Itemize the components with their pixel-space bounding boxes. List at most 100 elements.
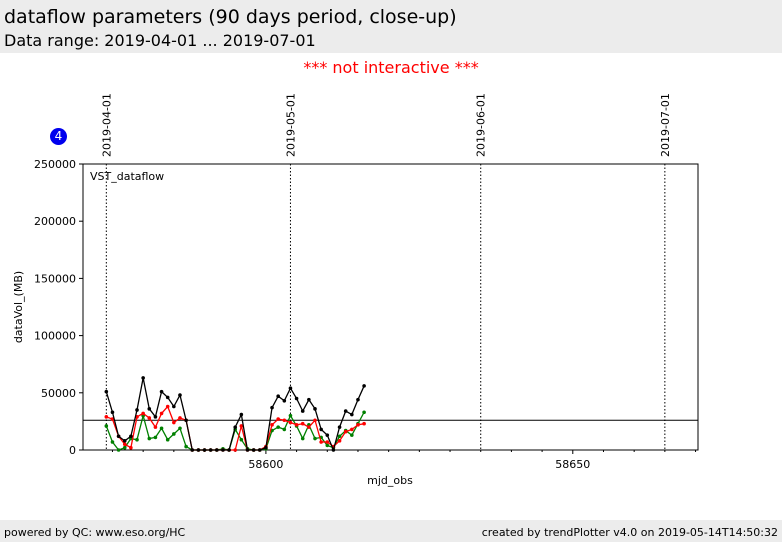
series-point <box>178 426 182 431</box>
series-point <box>276 394 280 399</box>
series-point <box>178 393 182 397</box>
series-point <box>325 443 330 448</box>
series-point <box>325 433 330 437</box>
y-tick-label: 200000 <box>34 215 76 228</box>
series-point <box>159 411 164 416</box>
series-point <box>245 448 250 452</box>
footer-powered-by: powered by QC: www.eso.org/HC <box>4 526 186 539</box>
series-point <box>239 412 244 417</box>
y-tick-label: 100000 <box>34 330 76 343</box>
series-point <box>135 437 139 442</box>
series-point <box>356 423 360 427</box>
series-point <box>294 396 299 401</box>
page-subtitle: Data range: 2019-04-01 ... 2019-07-01 <box>4 31 316 50</box>
plot-frame <box>82 163 699 451</box>
plot-area <box>82 163 699 451</box>
series-point <box>110 410 115 415</box>
y-tick-label: 250000 <box>34 158 76 171</box>
y-axis-label: dataVol_(MB) <box>12 271 25 343</box>
series-point <box>196 448 201 452</box>
y-tick-label: 0 <box>69 444 76 457</box>
series-point <box>337 434 342 439</box>
series-point <box>227 448 231 452</box>
series-point <box>165 395 170 400</box>
series-point <box>178 416 182 420</box>
series-point <box>288 413 293 418</box>
series-point <box>141 411 145 416</box>
x-axis-label: mjd_obs <box>367 474 413 487</box>
x-axis: 58600 58650 <box>111 450 697 471</box>
series-point <box>104 415 109 419</box>
series-point <box>202 448 207 452</box>
series-point <box>264 445 268 450</box>
y-axis: 0 50000 100000 150000 200000 250000 <box>34 158 83 457</box>
series-point <box>190 448 195 452</box>
series-point <box>153 415 158 419</box>
series-point <box>350 433 354 437</box>
series-point <box>141 376 145 380</box>
series-point <box>337 439 342 443</box>
series-point <box>276 425 280 429</box>
date-marker-label: 2019-05-01 <box>284 93 297 157</box>
series-point <box>362 421 366 426</box>
series-point <box>307 425 311 429</box>
series-point <box>282 399 287 403</box>
series-point <box>343 409 348 413</box>
series-point <box>319 440 323 444</box>
series-point <box>350 427 354 432</box>
series-point <box>331 448 336 452</box>
series-point <box>356 397 360 402</box>
series-point <box>129 434 133 439</box>
x-tick-label: 58600 <box>248 458 283 471</box>
series-point <box>282 427 287 432</box>
series-point <box>153 435 158 440</box>
series-point <box>122 445 127 450</box>
series-point <box>294 423 299 427</box>
series-point <box>257 448 262 452</box>
series-point <box>165 437 170 442</box>
y-tick-label: 50000 <box>41 387 76 400</box>
series-point <box>104 389 109 394</box>
footer-created-by: created by trendPlotter v4.0 on 2019-05-… <box>481 526 778 539</box>
series-point <box>147 436 152 441</box>
date-marker-label: 2019-06-01 <box>475 93 488 157</box>
series-point <box>172 404 176 409</box>
series-point <box>159 426 164 431</box>
y-tick-label: 150000 <box>34 272 76 285</box>
series-point <box>116 434 121 439</box>
series-point <box>147 407 152 411</box>
series-point <box>325 440 330 444</box>
series-point <box>172 432 176 436</box>
series-point <box>122 442 127 447</box>
series-point <box>362 410 366 415</box>
series-point <box>288 420 293 425</box>
series-point <box>300 436 305 441</box>
series-point <box>122 439 127 443</box>
not-interactive-notice: *** not interactive *** <box>303 58 479 77</box>
series-point <box>184 418 188 423</box>
series-point <box>239 437 244 442</box>
series-point <box>233 448 238 452</box>
dataflow-chart: 2019-04-01 2019-05-01 2019-06-01 2019-07-01… <box>12 93 699 487</box>
series-point <box>270 405 274 410</box>
date-marker-label: 2019-04-01 <box>100 93 113 157</box>
series-point <box>233 425 238 429</box>
series-point <box>110 440 115 444</box>
series-point <box>165 404 170 409</box>
series-point <box>129 445 133 450</box>
series-point <box>208 448 213 452</box>
series-point <box>270 423 274 427</box>
series-point <box>251 448 256 452</box>
series-point <box>350 412 354 417</box>
series-point <box>104 424 109 428</box>
series-point <box>313 436 317 441</box>
panel-number-badge: 4 <box>50 128 67 145</box>
header-bar: dataflow parameters (90 days period, clo… <box>0 0 782 53</box>
series-point <box>337 425 342 429</box>
series-point <box>307 397 311 402</box>
series-point <box>343 429 348 434</box>
series-group <box>104 376 366 453</box>
series-point <box>239 424 244 428</box>
series-point <box>313 418 317 423</box>
panel-label: VST_dataflow <box>90 170 164 183</box>
